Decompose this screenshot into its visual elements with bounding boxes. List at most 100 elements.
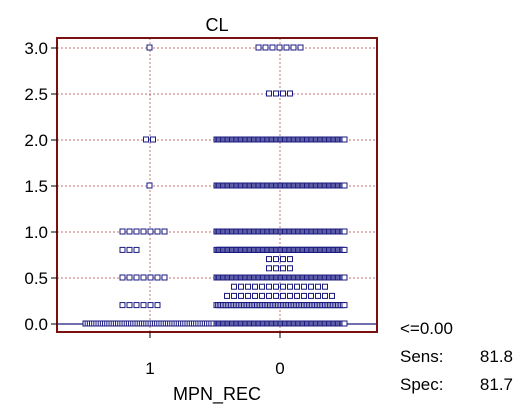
data-point (341, 182, 348, 189)
y-tick-label: 3.0 (24, 39, 48, 58)
data-point (315, 283, 321, 290)
data-point (133, 246, 140, 253)
data-point (315, 292, 321, 299)
data-point (140, 302, 147, 309)
x-axis-label: MPN_REC (173, 384, 261, 405)
data-point (329, 292, 335, 299)
data-point (273, 283, 279, 290)
data-point (273, 292, 279, 299)
data-point (287, 292, 293, 299)
sensitivity-value: 81.8 (480, 347, 513, 366)
data-point (119, 302, 126, 309)
chart-title: CL (205, 15, 228, 35)
data-point (154, 274, 161, 281)
data-point (262, 44, 269, 51)
data-point (341, 246, 348, 253)
data-point (294, 283, 300, 290)
specificity-value: 81.7 (480, 375, 513, 394)
data-point (126, 302, 133, 309)
data-point (259, 292, 265, 299)
data-point (297, 44, 304, 51)
data-point (273, 90, 279, 97)
data-point (150, 136, 156, 143)
data-point (238, 283, 244, 290)
data-point (280, 256, 286, 263)
x-tick-label: 0 (275, 359, 284, 378)
data-point (126, 228, 133, 235)
data-point (280, 265, 286, 272)
data-point (308, 292, 314, 299)
data-point (280, 283, 286, 290)
data-point (283, 44, 290, 51)
data-point (266, 256, 272, 263)
data-point (147, 274, 154, 281)
data-point (252, 292, 258, 299)
data-point (301, 292, 307, 299)
data-point (266, 265, 272, 272)
data-point (147, 228, 154, 235)
data-point (287, 90, 293, 97)
data-point (161, 228, 168, 235)
data-point (322, 292, 328, 299)
data-point (341, 302, 348, 309)
data-point (341, 320, 348, 327)
data-point (290, 44, 297, 51)
data-point (231, 292, 237, 299)
data-point (126, 274, 133, 281)
data-point (322, 283, 328, 290)
data-point (255, 44, 262, 51)
data-point (119, 228, 126, 235)
data-point (280, 90, 286, 97)
data-point (119, 246, 126, 253)
data-point (273, 265, 279, 272)
data-point (245, 283, 251, 290)
data-point (276, 44, 283, 51)
y-axis: 0.0 0.5 1.0 1.5 2.0 2.5 3.0 (24, 39, 57, 334)
data-point (161, 274, 168, 281)
y-tick-label: 0.5 (24, 269, 48, 288)
data-point (143, 136, 149, 143)
data-point (301, 283, 307, 290)
data-point (341, 274, 348, 281)
y-tick-label: 1.0 (24, 223, 48, 242)
data-point (294, 292, 300, 299)
data-point (341, 228, 348, 235)
x-tick-label: 1 (145, 359, 154, 378)
data-point (266, 283, 272, 290)
data-point (245, 292, 251, 299)
data-point (287, 265, 293, 272)
data-point (154, 302, 161, 309)
y-tick-label: 2.5 (24, 85, 48, 104)
data-point (269, 44, 276, 51)
data-points (82, 44, 348, 327)
specificity-label: Spec: (400, 375, 443, 394)
data-point (231, 283, 237, 290)
data-point (287, 283, 293, 290)
data-point (133, 302, 140, 309)
data-point (259, 283, 265, 290)
sensitivity-label: Sens: (400, 347, 443, 366)
data-point (252, 283, 258, 290)
data-point (308, 283, 314, 290)
data-point (133, 274, 140, 281)
data-point (273, 256, 279, 263)
data-point (154, 228, 161, 235)
data-point (146, 44, 153, 51)
data-point (140, 274, 147, 281)
cutoff-criterion: <=0.00 (400, 319, 453, 338)
data-point (224, 292, 230, 299)
y-tick-label: 2.0 (24, 131, 48, 150)
plot-frame (56, 37, 378, 333)
data-point (238, 292, 244, 299)
y-tick-label: 1.5 (24, 177, 48, 196)
data-point (280, 292, 286, 299)
data-point (266, 292, 272, 299)
data-point (266, 90, 272, 97)
y-tick-label: 0.0 (24, 315, 48, 334)
data-point (341, 136, 348, 143)
data-point (133, 228, 140, 235)
data-point (147, 302, 154, 309)
data-point (287, 256, 293, 263)
